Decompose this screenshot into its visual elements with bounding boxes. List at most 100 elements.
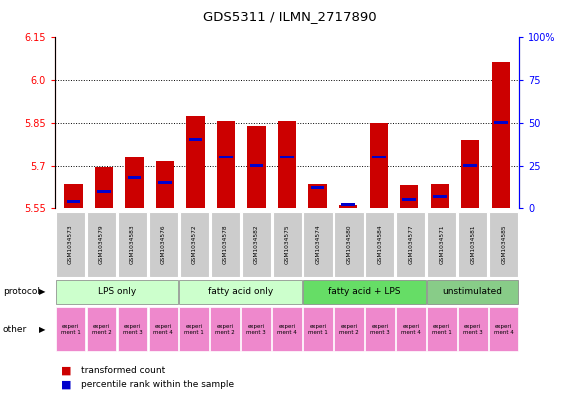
Text: experi
ment 1: experi ment 1 [432,324,452,334]
Text: experi
ment 1: experi ment 1 [61,324,81,334]
Bar [248,126,266,208]
Text: fatty acid only: fatty acid only [208,287,273,296]
Bar [433,195,447,198]
Bar [158,181,172,184]
Text: other: other [3,325,27,334]
Text: experi
ment 1: experi ment 1 [184,324,204,334]
Text: percentile rank within the sample: percentile rank within the sample [81,380,234,389]
Bar [128,176,142,179]
Text: ■: ■ [61,379,71,389]
Bar [427,280,519,303]
Text: GSM1034574: GSM1034574 [316,225,321,264]
Text: unstimulated: unstimulated [443,287,503,296]
Text: experi
ment 4: experi ment 4 [494,324,513,334]
Text: GSM1034581: GSM1034581 [470,225,475,264]
Bar [365,307,395,351]
Text: ▶: ▶ [39,287,46,296]
Bar [430,184,449,208]
Bar [311,186,324,189]
Bar [250,164,263,167]
Text: experi
ment 3: experi ment 3 [463,324,483,334]
Text: GSM1034583: GSM1034583 [130,225,135,264]
Text: GSM1034578: GSM1034578 [223,225,228,264]
Bar [280,156,294,158]
Text: GSM1034575: GSM1034575 [285,225,289,264]
Bar [149,212,178,277]
Bar [242,212,271,277]
Bar [372,156,386,158]
Bar [403,198,416,201]
Text: GSM1034571: GSM1034571 [439,225,444,264]
Bar [219,156,233,158]
Bar [489,307,519,351]
Bar [461,140,480,208]
Text: GDS5311 / ILMN_2717890: GDS5311 / ILMN_2717890 [203,10,377,23]
Bar [303,307,333,351]
Text: experi
ment 3: experi ment 3 [122,324,142,334]
Text: GSM1034580: GSM1034580 [346,225,351,264]
Bar [211,307,240,351]
Text: GSM1034585: GSM1034585 [501,225,506,264]
Bar [400,185,418,208]
Text: experi
ment 2: experi ment 2 [215,324,235,334]
Text: experi
ment 4: experi ment 4 [277,324,297,334]
Bar [278,121,296,208]
Text: GSM1034579: GSM1034579 [99,225,104,264]
Text: ▶: ▶ [39,325,46,334]
Text: GSM1034572: GSM1034572 [192,225,197,264]
Bar [458,307,488,351]
Bar [64,184,82,208]
Bar [427,307,456,351]
Bar [211,212,240,277]
Bar [458,212,487,277]
Text: experi
ment 3: experi ment 3 [246,324,266,334]
Text: fatty acid + LPS: fatty acid + LPS [328,287,401,296]
Bar [186,116,205,208]
Text: experi
ment 3: experi ment 3 [370,324,390,334]
Text: ■: ■ [61,365,71,375]
Text: transformed count: transformed count [81,366,165,375]
Bar [492,62,510,208]
Bar [427,212,456,277]
Bar [489,212,518,277]
Bar [56,307,85,351]
Bar [396,307,426,351]
Bar [86,307,117,351]
Bar [335,212,364,277]
Bar [273,212,302,277]
Bar [67,200,80,203]
Bar [341,204,355,206]
Bar [56,212,85,277]
Bar [188,138,202,141]
Bar [217,121,235,208]
Bar [494,121,508,124]
Bar [309,184,327,208]
Text: experi
ment 2: experi ment 2 [339,324,359,334]
Text: experi
ment 4: experi ment 4 [154,324,173,334]
Bar [369,123,388,208]
Bar [241,307,271,351]
Bar [118,212,147,277]
Bar [180,212,209,277]
Bar [463,164,477,167]
Text: GSM1034573: GSM1034573 [68,225,73,264]
Text: protocol: protocol [3,287,40,296]
Text: experi
ment 2: experi ment 2 [92,324,111,334]
Bar [97,190,111,193]
Bar [272,307,302,351]
Bar [303,280,426,303]
Bar [179,307,209,351]
Bar [156,161,174,208]
Bar [95,167,113,208]
Bar [87,212,116,277]
Bar [334,307,364,351]
Text: GSM1034577: GSM1034577 [408,225,414,264]
Text: GSM1034582: GSM1034582 [253,225,259,264]
Bar [396,212,425,277]
Bar [179,280,302,303]
Bar [365,212,394,277]
Bar [303,212,332,277]
Text: experi
ment 4: experi ment 4 [401,324,420,334]
Text: experi
ment 1: experi ment 1 [308,324,328,334]
Text: LPS only: LPS only [98,287,136,296]
